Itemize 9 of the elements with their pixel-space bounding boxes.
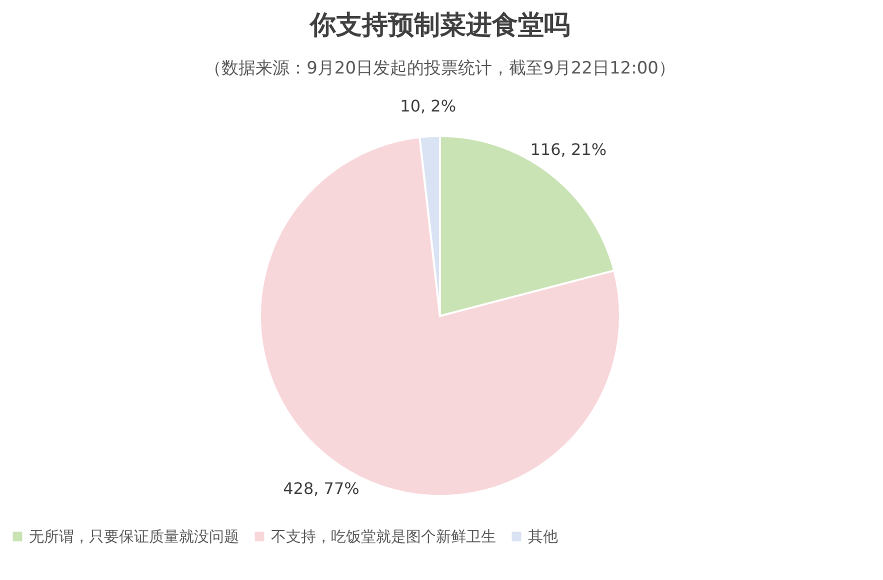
legend-label: 其他 [528,528,558,546]
data-label: 116, 21% [530,140,607,159]
legend-label: 无所谓，只要保证质量就没问题 [29,528,239,546]
data-label: 10, 2% [400,96,456,116]
legend-label: 不支持，吃饭堂就是图个新鲜卫生 [271,528,496,546]
data-label: 428, 77% [283,479,360,498]
chart-subtitle: （数据来源：9月20日发起的投票统计，截至9月22日12:00） [204,58,676,78]
pie-slice [259,136,621,497]
chart-title: 你支持预制菜进食堂吗 [309,10,570,40]
